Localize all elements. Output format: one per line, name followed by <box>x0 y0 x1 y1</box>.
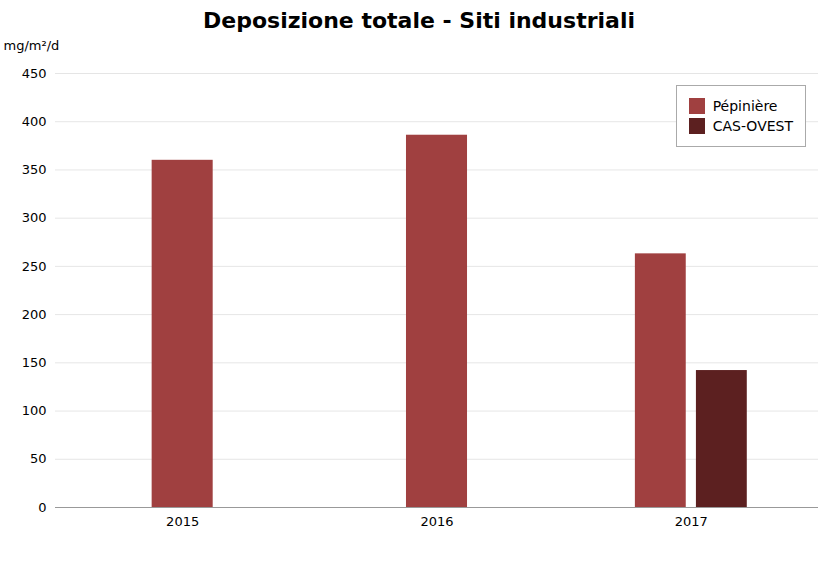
svg-text:0: 0 <box>38 500 46 515</box>
svg-text:2017: 2017 <box>675 514 708 529</box>
svg-text:300: 300 <box>22 210 47 225</box>
svg-text:mg/m²/d: mg/m²/d <box>4 38 60 53</box>
svg-text:200: 200 <box>22 307 47 322</box>
svg-text:2015: 2015 <box>166 514 199 529</box>
svg-text:400: 400 <box>22 114 47 129</box>
svg-text:150: 150 <box>22 355 47 370</box>
html-text:Deposizione totale - Siti indu: Deposizione totale - Siti industriali <box>203 8 635 33</box>
svg-text:50: 50 <box>30 451 47 466</box>
html-text:Pépinière: Pépinière <box>712 98 778 114</box>
svg-text:100: 100 <box>22 403 47 418</box>
svg-text:2016: 2016 <box>420 514 453 529</box>
svg-text:450: 450 <box>22 66 47 81</box>
svg-text:250: 250 <box>22 259 47 274</box>
html-text:CAS-OVEST: CAS-OVEST <box>712 118 793 134</box>
svg-text:350: 350 <box>22 162 47 177</box>
